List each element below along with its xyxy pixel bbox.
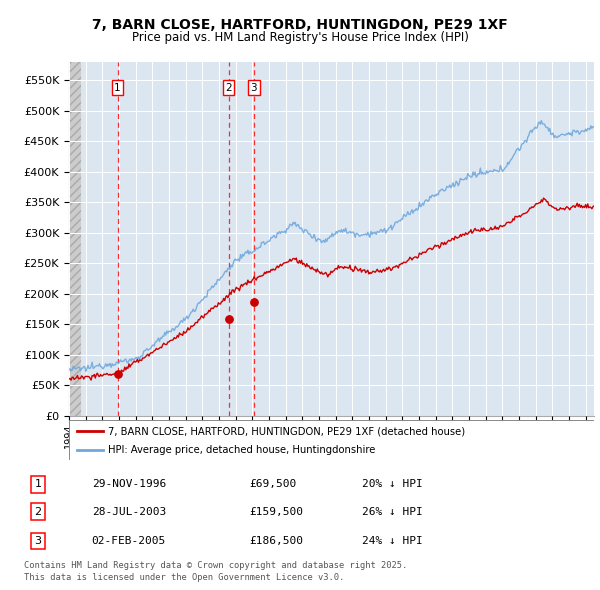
Text: 28-JUL-2003: 28-JUL-2003 xyxy=(92,507,166,517)
Text: Price paid vs. HM Land Registry's House Price Index (HPI): Price paid vs. HM Land Registry's House … xyxy=(131,31,469,44)
Text: 02-FEB-2005: 02-FEB-2005 xyxy=(92,536,166,546)
Text: 20% ↓ HPI: 20% ↓ HPI xyxy=(362,480,423,489)
Text: 3: 3 xyxy=(35,536,41,546)
Bar xyxy=(69,50,81,416)
Point xyxy=(224,314,233,323)
Text: 7, BARN CLOSE, HARTFORD, HUNTINGDON, PE29 1XF: 7, BARN CLOSE, HARTFORD, HUNTINGDON, PE2… xyxy=(92,18,508,32)
Text: 2: 2 xyxy=(225,83,232,93)
FancyBboxPatch shape xyxy=(69,420,594,460)
Text: 7, BARN CLOSE, HARTFORD, HUNTINGDON, PE29 1XF (detached house): 7, BARN CLOSE, HARTFORD, HUNTINGDON, PE2… xyxy=(109,427,466,437)
Text: 3: 3 xyxy=(251,83,257,93)
Text: 24% ↓ HPI: 24% ↓ HPI xyxy=(362,536,423,546)
Text: £69,500: £69,500 xyxy=(250,480,297,489)
Text: £186,500: £186,500 xyxy=(250,536,304,546)
Text: £159,500: £159,500 xyxy=(250,507,304,517)
Text: HPI: Average price, detached house, Huntingdonshire: HPI: Average price, detached house, Hunt… xyxy=(109,445,376,455)
Text: This data is licensed under the Open Government Licence v3.0.: This data is licensed under the Open Gov… xyxy=(24,573,344,582)
Text: 1: 1 xyxy=(35,480,41,489)
Text: 1: 1 xyxy=(114,83,121,93)
Text: 26% ↓ HPI: 26% ↓ HPI xyxy=(362,507,423,517)
Text: 2: 2 xyxy=(35,507,41,517)
Text: Contains HM Land Registry data © Crown copyright and database right 2025.: Contains HM Land Registry data © Crown c… xyxy=(24,561,407,570)
Text: 29-NOV-1996: 29-NOV-1996 xyxy=(92,480,166,489)
Point xyxy=(249,297,259,307)
Point xyxy=(113,369,122,378)
